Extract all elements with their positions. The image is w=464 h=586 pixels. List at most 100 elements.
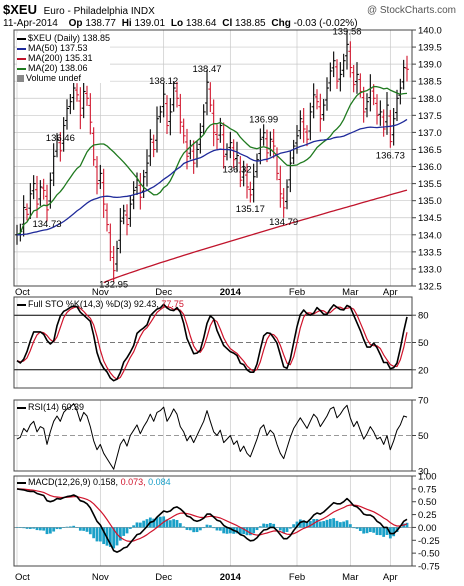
macd-histogram-bar xyxy=(238,527,242,535)
macd-histogram-bar xyxy=(295,521,299,528)
macd-histogram-bar xyxy=(362,527,366,534)
x-axis-label-macd: 2014 xyxy=(220,572,242,583)
macd-histogram-bar xyxy=(372,527,376,533)
x-axis-label-price: Apr xyxy=(383,287,398,298)
macd-histogram-bar xyxy=(175,520,179,528)
macd-histogram-bar xyxy=(325,519,329,528)
macd-histogram-bar xyxy=(195,527,199,533)
macd-histogram-bar xyxy=(32,527,36,529)
cl-label: Cl xyxy=(222,18,233,29)
quote-date: 11-Apr-2014 xyxy=(3,18,58,29)
macd-histogram-bar xyxy=(338,522,342,528)
ytick-label-price-15: 140.0 xyxy=(418,26,442,37)
legend-macd: MACD(12,26,9) 0.158, 0.073, 0.084 xyxy=(17,477,171,487)
macd-histogram-bar xyxy=(25,527,29,529)
macd-histogram-bar xyxy=(292,524,296,528)
price-annotation: 138.47 xyxy=(192,64,221,75)
price-annotation: 134.79 xyxy=(269,217,298,228)
lo-label: Lo xyxy=(170,18,184,29)
macd-histogram-bar xyxy=(255,527,259,531)
sto-swatch xyxy=(17,303,26,306)
macd-histogram-bar xyxy=(222,527,226,534)
ytick-label-sto-0: 20 xyxy=(418,365,429,376)
macd-histogram-bar xyxy=(182,526,186,528)
macd-histogram-bar xyxy=(38,527,42,531)
price-annotation: 139.58 xyxy=(332,26,361,37)
macd-histogram-bar xyxy=(85,527,89,532)
legend-entry-volume: Volume undef xyxy=(17,73,110,83)
macd-histogram-bar xyxy=(48,527,52,534)
macd-histogram-bar xyxy=(142,520,146,528)
macd-histogram-bar xyxy=(138,522,142,528)
x-axis-label-price: Mar xyxy=(342,287,358,298)
ytick-label-macd-1: -0.50 xyxy=(418,549,440,560)
macd-histogram-bar xyxy=(258,526,262,528)
macd-histogram-bar xyxy=(215,527,219,531)
macd-histogram-bar xyxy=(262,523,266,528)
ytick-label-price-4: 134.5 xyxy=(418,213,442,224)
macd-histogram-bar xyxy=(218,527,222,531)
price-annotation: 136.32 xyxy=(222,165,251,176)
legend-rsi: RSI(14) 60.39 xyxy=(17,402,84,412)
legend-ma20-label: MA(20) 138.06 xyxy=(28,63,88,73)
macd-histogram-bar xyxy=(275,527,279,528)
ytick-label-price-3: 134.0 xyxy=(418,230,442,241)
ytick-label-price-7: 136.0 xyxy=(418,162,442,173)
macd-histogram-bar xyxy=(355,527,359,529)
ytick-label-macd-7: 1.00 xyxy=(418,472,437,483)
macd-histogram-bar xyxy=(378,527,382,536)
macd-histogram-bar xyxy=(15,527,19,528)
ytick-label-price-5: 135.0 xyxy=(418,196,442,207)
macd-histogram-bar xyxy=(242,527,246,535)
macd-histogram-bar xyxy=(55,527,59,530)
macd-histogram-bar xyxy=(145,519,149,528)
symbol-title: $XEU Euro - Philadelphia INDX xyxy=(3,2,155,17)
legend-volume-label: Volume undef xyxy=(26,73,82,83)
macd-histogram-bar xyxy=(155,517,159,528)
legend-entry-price: $XEU (Daily) 138.85 xyxy=(17,33,110,43)
legend-price: $XEU (Daily) 138.85 MA(50) 137.53 MA(200… xyxy=(17,33,111,83)
macd-histogram-bar xyxy=(95,527,99,542)
price-annotation: 134.73 xyxy=(32,219,61,230)
macd-histogram-bar xyxy=(188,527,192,531)
watermark: @ StockCharts.com xyxy=(366,5,456,16)
macd-histogram-bar xyxy=(52,527,56,532)
macd-histogram-bar xyxy=(235,527,239,534)
ytick-label-sto-1: 50 xyxy=(418,338,429,349)
macd-histogram-bar xyxy=(18,527,22,528)
macd-histogram-bar xyxy=(185,527,189,530)
macd-histogram-bar xyxy=(348,524,352,528)
sto-legend-label: Full STO %K(14,3) %D(3) 92.43, xyxy=(28,299,159,309)
macd-line xyxy=(16,488,408,553)
ytick-label-rsi-2: 70 xyxy=(418,396,429,407)
marks-layer: 136.46 134.73 132.95 138.12 138.47 136.32 135.… xyxy=(15,26,409,553)
price-annotation: 136.73 xyxy=(376,151,405,162)
macd-histogram-bar xyxy=(328,518,332,528)
macd-histogram-bar xyxy=(115,527,119,546)
x-axis-label-price: Oct xyxy=(15,287,30,298)
macd-histogram-bar xyxy=(88,527,92,535)
ytick-label-price-2: 133.5 xyxy=(418,247,442,258)
macd-histogram-bar xyxy=(345,520,349,528)
macd-histogram-bar xyxy=(168,520,172,528)
ytick-label-price-10: 137.5 xyxy=(418,111,442,122)
macd-histogram-bar xyxy=(278,527,282,531)
macd-histogram-bar xyxy=(335,520,339,528)
ma200-line xyxy=(103,189,408,284)
macd-histogram-bar xyxy=(118,527,122,541)
ma50-line xyxy=(17,118,408,236)
price-annotation: 132.95 xyxy=(99,280,128,291)
price-annotation: 135.17 xyxy=(236,204,265,215)
legend-entry-ma20: MA(20) 138.06 xyxy=(17,63,110,73)
macd-histogram-bar xyxy=(268,523,272,528)
panel-frame-price xyxy=(13,29,413,287)
macd-histogram-bar xyxy=(165,519,169,528)
macd-histogram-bar xyxy=(102,527,106,545)
macd-histogram-bar xyxy=(62,527,66,528)
ytick-label-price-13: 139.0 xyxy=(418,60,442,71)
macd-histogram-bar xyxy=(132,525,136,528)
legend-swatch-ma50 xyxy=(17,47,26,50)
macd-histogram-bar xyxy=(68,526,72,528)
ytick-label-macd-4: 0.25 xyxy=(418,510,437,521)
